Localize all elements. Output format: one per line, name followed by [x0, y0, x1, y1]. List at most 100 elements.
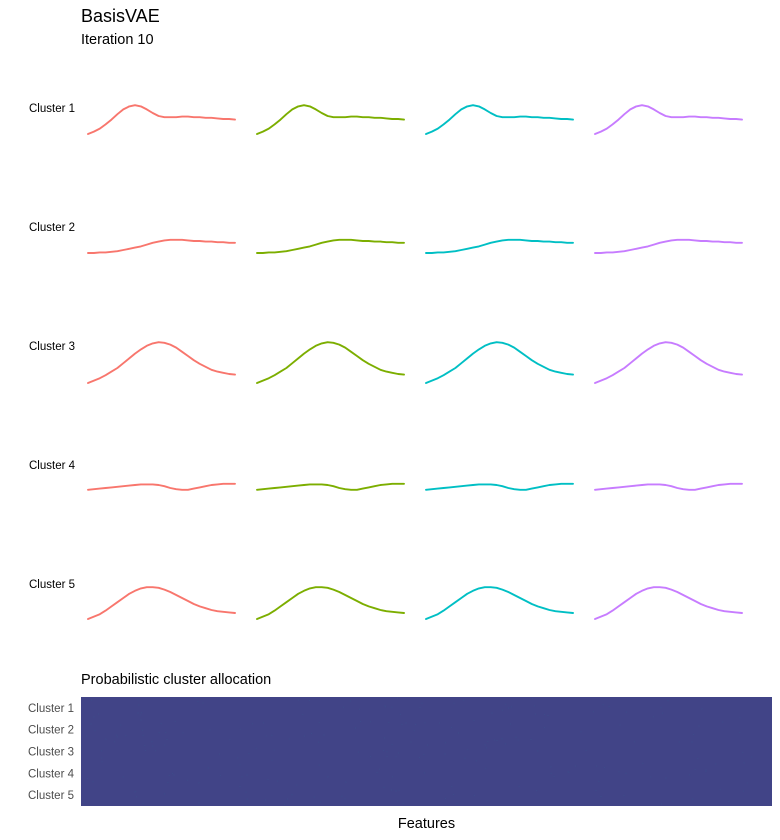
- heatmap-cell: [398, 752, 400, 754]
- heatmap-cell: [86, 777, 88, 780]
- row-label-cluster-2: Cluster 2: [29, 222, 75, 234]
- heatmap-cell: [575, 765, 577, 767]
- heatmap-cell: [164, 744, 166, 746]
- heatmap-cell: [383, 786, 385, 788]
- curve-cluster-2-series-2: [256, 238, 405, 254]
- heatmap-cell: [585, 749, 587, 751]
- heatmap-cell: [158, 732, 160, 734]
- heatmap-cell: [410, 741, 412, 743]
- heatmap-cell: [168, 774, 170, 777]
- heatmap-cell: [603, 766, 606, 769]
- heatmap-cell: [167, 781, 169, 784]
- heatmap-cell: [751, 756, 753, 758]
- heatmap-cell: [457, 732, 460, 734]
- heatmap-cell: [419, 707, 421, 709]
- heatmap-cell: [693, 733, 695, 736]
- heatmap-cell: [296, 784, 298, 786]
- heatmap-cell: [135, 791, 137, 793]
- heatmap-cell: [198, 782, 200, 784]
- heatmap-cell: [444, 797, 447, 800]
- heatmap-cell: [141, 712, 143, 714]
- heatmap-cell: [248, 752, 250, 754]
- heatmap-cell: [486, 800, 488, 802]
- heatmap-cell: [475, 760, 477, 762]
- heatmap-cell: [544, 713, 546, 716]
- heatmap-cell: [246, 774, 248, 776]
- heatmap-cell: [450, 726, 453, 729]
- heatmap-cell: [595, 765, 598, 767]
- curve-cluster-5-series-4: [594, 586, 743, 620]
- heatmap-cell: [267, 779, 269, 781]
- heatmap-cell: [182, 732, 184, 734]
- heatmap-cell: [116, 736, 118, 738]
- curve-cluster-4-series-1: [87, 482, 236, 491]
- heatmap-cell: [510, 723, 512, 725]
- heatmap-cell: [264, 799, 266, 801]
- heatmap-cell: [265, 735, 267, 737]
- heatmap-cell: [743, 790, 745, 792]
- heatmap-cell: [386, 751, 388, 753]
- heatmap-cell: [697, 757, 699, 759]
- heatmap-cell: [715, 763, 717, 765]
- curve-cluster-1-series-1: [87, 104, 236, 135]
- heatmap-cell: [456, 802, 458, 805]
- heatmap-body: [81, 697, 772, 806]
- heatmap-cell: [510, 706, 513, 708]
- row-label-cluster-3: Cluster 3: [29, 341, 75, 353]
- heatmap-cell: [391, 706, 393, 708]
- heatmap-cell: [283, 803, 286, 805]
- heatmap-cell: [354, 727, 357, 729]
- heatmap-cell: [463, 699, 465, 701]
- heatmap-x-axis-label: Features: [397, 816, 456, 832]
- heatmap-cell: [239, 764, 241, 766]
- heatmap-cell: [196, 697, 198, 699]
- heatmap-cell: [358, 751, 360, 753]
- heatmap-cell: [534, 705, 536, 707]
- heatmap-cell: [125, 735, 127, 737]
- heatmap-cell: [318, 741, 320, 743]
- heatmap-cell: [349, 700, 351, 702]
- heatmap-cell: [567, 771, 569, 773]
- heatmap-cell: [298, 699, 300, 701]
- curve-cluster-3-series-4: [594, 341, 743, 384]
- curve-cluster-2-series-4: [594, 238, 743, 254]
- heatmap-cell: [209, 729, 211, 731]
- heatmap-cell: [413, 730, 415, 732]
- heatmap-cell: [547, 715, 549, 717]
- heatmap-cell: [423, 772, 426, 774]
- heatmap-cell: [310, 732, 313, 735]
- curve-cluster-3-series-2: [256, 341, 405, 384]
- heatmap-cell: [625, 711, 627, 713]
- heatmap-cell: [101, 757, 103, 759]
- heatmap-cell: [391, 789, 393, 791]
- heatmap-cell: [165, 731, 167, 733]
- heatmap-cell: [531, 697, 534, 699]
- heatmap-cell: [518, 785, 520, 787]
- heatmap-cell: [369, 755, 372, 758]
- curve-cluster-4-series-2: [256, 482, 405, 491]
- curve-cluster-3-series-1: [87, 341, 236, 384]
- heatmap-cell: [304, 735, 306, 737]
- heatmap-cell: [90, 723, 92, 725]
- heatmap-cell: [135, 796, 138, 798]
- heatmap-cell: [507, 707, 510, 709]
- heatmap-cell: [692, 798, 694, 800]
- heatmap-cell: [173, 698, 175, 700]
- heatmap-cell: [705, 770, 707, 773]
- heatmap-row-label-1: Cluster 1: [28, 703, 74, 715]
- heatmap-cell: [487, 741, 489, 743]
- heatmap-cell: [358, 708, 361, 710]
- heatmap-cell: [173, 774, 175, 776]
- heatmap-cell: [342, 706, 345, 708]
- heatmap-cell: [623, 794, 625, 797]
- heatmap-cell: [134, 791, 136, 793]
- heatmap-cell: [600, 795, 602, 798]
- heatmap-cell: [395, 756, 397, 758]
- heatmap-cell: [473, 794, 475, 796]
- heatmap-cell: [360, 720, 362, 723]
- heatmap-cell: [141, 729, 143, 731]
- heatmap-cell: [534, 713, 537, 715]
- heatmap-cell: [383, 750, 385, 752]
- heatmap-cell: [405, 722, 407, 724]
- heatmap-cell: [537, 750, 539, 752]
